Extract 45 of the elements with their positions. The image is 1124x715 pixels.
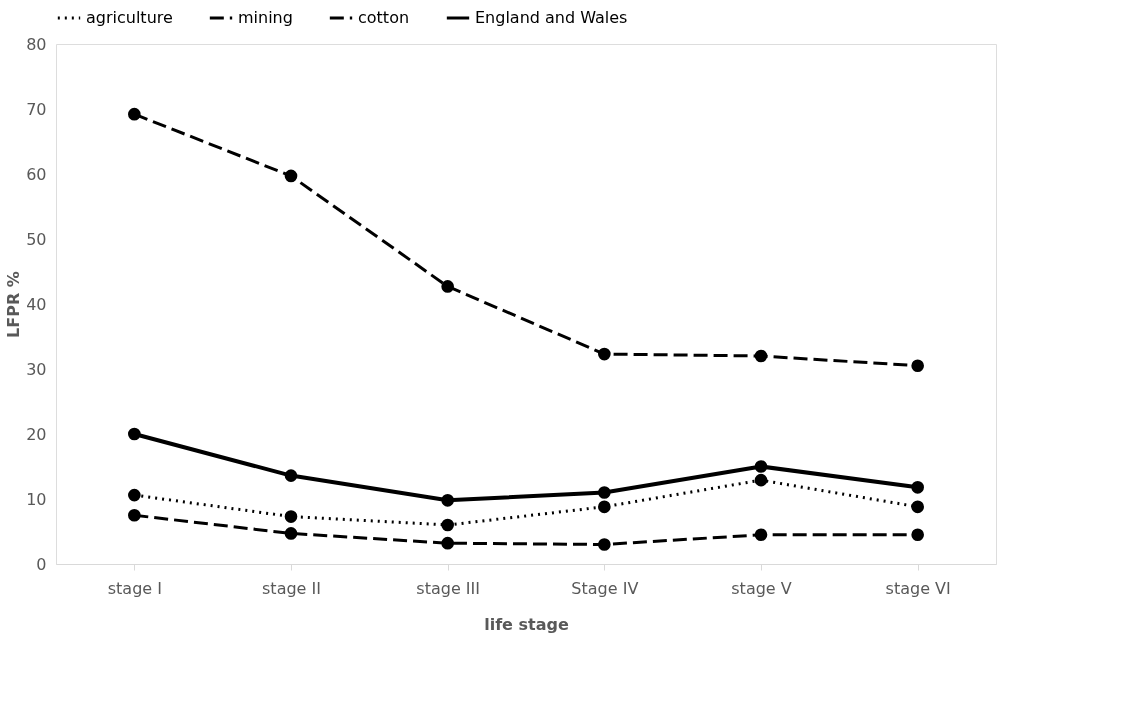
y-axis-title: LFPR %	[4, 271, 24, 338]
point	[128, 427, 141, 441]
y-tick-label: 60	[26, 164, 47, 184]
point	[128, 107, 141, 121]
point	[598, 486, 611, 499]
x-axis-title: life stage	[484, 614, 569, 634]
point	[284, 510, 298, 523]
y-tick-label: 0	[36, 554, 47, 574]
point	[598, 500, 611, 514]
x-tick-label: Stage IV	[571, 578, 639, 598]
point	[441, 518, 454, 532]
point	[128, 488, 141, 502]
y-tick-label: 30	[26, 359, 47, 379]
y-tick-label: 20	[26, 424, 47, 444]
legend-label: mining	[238, 8, 293, 27]
legend-label: cotton	[358, 8, 410, 27]
point	[754, 460, 768, 473]
point	[441, 536, 454, 550]
point	[911, 500, 924, 514]
y-tick-label: 10	[26, 489, 47, 509]
point	[911, 528, 924, 542]
point	[284, 469, 298, 482]
legend-label: England and Wales	[475, 8, 628, 27]
point	[754, 528, 768, 542]
point	[441, 280, 454, 293]
point	[598, 347, 611, 361]
x-tick-label: stage II	[262, 578, 321, 598]
legend-label: agriculture	[86, 8, 173, 27]
y-tick-label: 40	[26, 294, 47, 314]
point	[284, 169, 298, 183]
point	[754, 473, 768, 487]
point	[754, 349, 768, 363]
y-tick-label: 70	[26, 99, 47, 119]
point	[441, 493, 454, 507]
x-tick-label: stage I	[107, 578, 162, 598]
point	[128, 508, 141, 522]
point	[598, 538, 611, 551]
x-tick-label: stage V	[731, 578, 792, 598]
point	[284, 527, 298, 540]
x-tick-label: stage VI	[885, 578, 951, 598]
point	[911, 480, 924, 494]
point	[911, 359, 924, 373]
x-tick-label: stage III	[416, 578, 480, 598]
y-tick-label: 80	[26, 34, 47, 54]
y-tick-label: 50	[26, 229, 47, 249]
